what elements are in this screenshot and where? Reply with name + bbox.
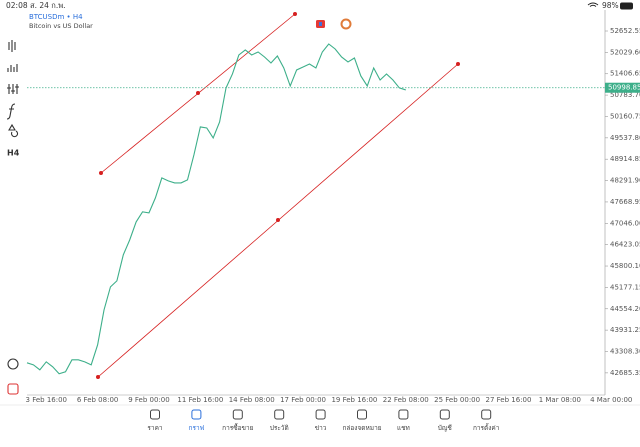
- nav-icon[interactable]: [357, 409, 367, 420]
- nav-icon[interactable]: [274, 409, 285, 420]
- y-tick-label: 48914.85: [610, 155, 640, 163]
- tool-indicators[interactable]: [7, 64, 18, 72]
- y-tick-label: 43931.25: [610, 326, 640, 334]
- trendline-point[interactable]: [292, 11, 297, 16]
- nav-label[interactable]: ประวัติ: [270, 424, 289, 432]
- y-tick-label: 42685.35: [610, 369, 640, 377]
- status-battery: 98%: [602, 1, 619, 10]
- y-tick-label: 48291.90: [610, 177, 640, 185]
- y-tick-label: 50160.75: [610, 112, 640, 120]
- nav-label[interactable]: บัญชี: [438, 424, 453, 432]
- tool-trade[interactable]: [7, 383, 19, 395]
- x-tick-label: 27 Feb 16:00: [486, 396, 532, 404]
- trendline-point[interactable]: [96, 374, 101, 379]
- status-time: 02:08: [6, 1, 28, 10]
- y-tick-label: 51406.65: [610, 70, 640, 78]
- nav-icon[interactable]: [150, 409, 160, 420]
- symbol-subtitle: Bitcoin vs US Dollar: [29, 22, 93, 30]
- y-tick-label: 47046.00: [610, 219, 640, 227]
- y-tick-label: 52652.55: [610, 27, 640, 35]
- y-tick-label: 45177.15: [610, 283, 640, 291]
- last-price-box: [605, 82, 640, 93]
- x-tick-label: 19 Feb 16:00: [331, 396, 377, 404]
- left-toolbar: [6, 40, 19, 395]
- x-tick-label: 3 Feb 16:00: [26, 396, 67, 404]
- x-tick-label: 1 Mar 08:00: [539, 396, 581, 404]
- y-tick-label: 44554.20: [610, 305, 640, 313]
- last-price-label: 50998.85: [608, 84, 640, 92]
- x-tick-label: 4 Mar 00:00: [590, 396, 632, 404]
- y-tick-label: 47668.95: [610, 198, 640, 206]
- trendlines: [96, 11, 460, 379]
- tool-settings[interactable]: [7, 84, 19, 94]
- nav-label[interactable]: ราคา: [147, 424, 162, 432]
- x-tick-label: 14 Feb 08:00: [229, 396, 275, 404]
- price-line: [26, 43, 406, 375]
- nav-label[interactable]: การซื้อขาย: [222, 423, 253, 432]
- battery-icon: [620, 2, 633, 10]
- signal-icon[interactable]: [340, 18, 352, 30]
- trendline-point[interactable]: [195, 91, 200, 96]
- y-tick-label: 45800.10: [610, 262, 640, 270]
- nav-label[interactable]: กล่องจดหมาย: [342, 424, 381, 432]
- y-tick-label: 43308.30: [610, 347, 640, 355]
- status-date: ส. 24 ก.พ.: [30, 1, 66, 10]
- tool-objects[interactable]: [8, 123, 19, 138]
- nav-icon[interactable]: [439, 409, 450, 420]
- nav-label[interactable]: กราฟ: [189, 424, 205, 432]
- nav-label[interactable]: การตั้งค่า: [473, 423, 500, 432]
- nav-icon[interactable]: [232, 409, 243, 420]
- symbol-title: BTCUSDm • H4: [29, 13, 83, 21]
- nav-icon[interactable]: [481, 409, 492, 420]
- x-tick-label: 22 Feb 08:00: [383, 396, 429, 404]
- tool-functions[interactable]: [6, 103, 16, 120]
- tool-candles[interactable]: [8, 40, 16, 52]
- y-tick-label: 52029.60: [610, 48, 640, 56]
- y-tick-label: 50783.70: [610, 91, 640, 99]
- timeframe-button[interactable]: H4: [7, 149, 20, 158]
- x-tick-label: 9 Feb 00:00: [128, 396, 169, 404]
- y-tick-label: 49537.80: [610, 134, 640, 142]
- trendline-point[interactable]: [99, 170, 104, 175]
- trendline-point[interactable]: [455, 62, 460, 67]
- nav-label[interactable]: แชท: [397, 424, 410, 432]
- nav-icon[interactable]: [315, 409, 326, 420]
- x-tick-label: 11 Feb 16:00: [177, 396, 223, 404]
- x-tick-label: 25 Feb 00:00: [434, 396, 480, 404]
- nav-icon[interactable]: [191, 409, 202, 420]
- nav-label[interactable]: ข่าว: [315, 424, 327, 432]
- nav-icon[interactable]: [398, 409, 409, 420]
- x-tick-label: 6 Feb 08:00: [77, 396, 118, 404]
- y-tick-label: 46423.05: [610, 241, 640, 249]
- x-tick-label: 17 Feb 00:00: [280, 396, 326, 404]
- tool-crosshair[interactable]: [7, 358, 19, 370]
- wifi-icon: [587, 2, 599, 7]
- trendline-point[interactable]: [275, 217, 280, 222]
